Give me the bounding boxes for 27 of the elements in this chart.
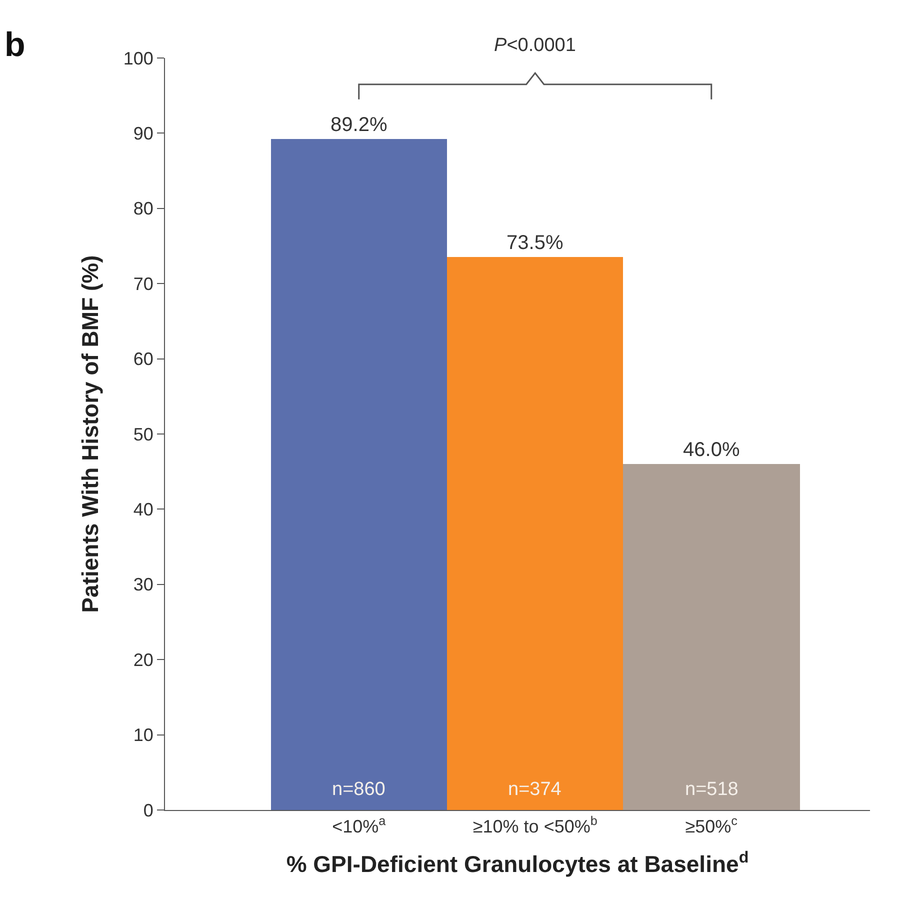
x-tick-label: <10%$^{a}$ <box>332 814 386 837</box>
y-tick-label: 60 <box>133 349 154 370</box>
chart-title: b <box>4 26 26 64</box>
y-tick-label: 40 <box>133 500 154 520</box>
y-tick-label: 30 <box>133 574 154 595</box>
y-tick-label: 100 <box>123 48 154 68</box>
bar <box>447 257 623 810</box>
data-label: 89.2% <box>330 114 388 136</box>
y-axis-title: Patients With History of BMF (%) <box>76 255 103 613</box>
x-tick-label: ≥10% to <50%$^{b}$ <box>472 814 598 837</box>
bar <box>623 464 800 810</box>
y-tick-label: 10 <box>133 725 154 746</box>
bar <box>271 139 447 810</box>
x-axis-title: % GPI-Deficient Granulocytes at Baseline$^{d}$ <box>286 848 749 878</box>
y-tick-label: 0 <box>143 800 154 820</box>
annotation: n=860 <box>332 779 386 800</box>
y-tick-label: 20 <box>133 650 154 670</box>
annotation: n=518 <box>685 779 738 800</box>
y-tick-label: 70 <box>133 274 154 294</box>
text: P<0.0001 <box>494 35 576 56</box>
x-tick-label: ≥50%$^{c}$ <box>685 814 738 837</box>
y-tick-label: 90 <box>133 124 154 144</box>
data-label: 73.5% <box>506 232 564 254</box>
annotation: n=374 <box>508 779 562 800</box>
y-tick-label: 50 <box>133 424 154 444</box>
data-label: 46.0% <box>683 439 740 461</box>
y-tick-label: 80 <box>133 198 154 219</box>
